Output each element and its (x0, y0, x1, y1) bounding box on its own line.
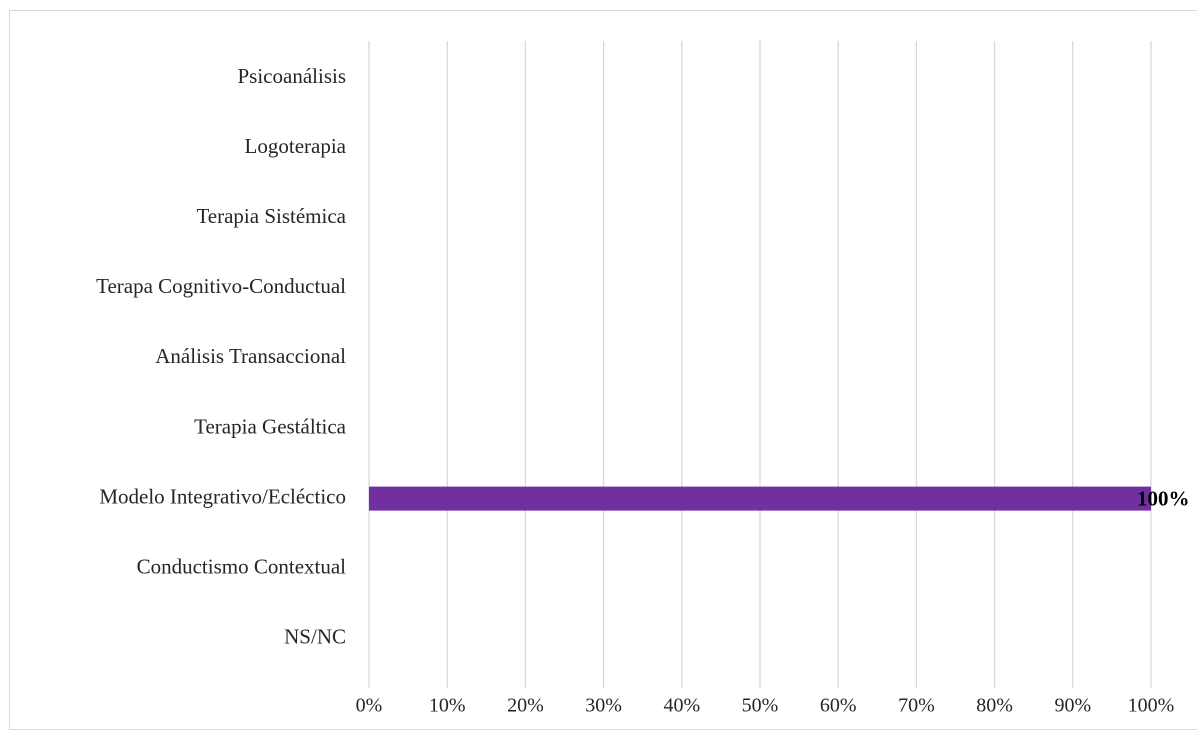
x-tick-label: 60% (820, 695, 857, 717)
category-label: Modelo Integrativo/Ecléctico (99, 484, 346, 508)
bars (369, 486, 1151, 511)
category-label: Logoterapia (245, 134, 347, 158)
x-tick-label: 20% (507, 695, 544, 717)
bar (369, 486, 1151, 511)
x-tick-label: 100% (1128, 695, 1175, 717)
category-label: Análisis Transaccional (155, 344, 346, 368)
x-tick-label: 90% (1054, 695, 1091, 717)
x-tick-label: 40% (663, 695, 700, 717)
data-labels: 100% (1137, 486, 1190, 510)
x-tick-label: 0% (356, 695, 383, 717)
category-label: Terapia Sistémica (196, 204, 346, 228)
data-label: 100% (1137, 486, 1190, 510)
category-label: NS/NC (284, 625, 346, 649)
gridlines (368, 41, 1152, 688)
x-tick-label: 80% (976, 695, 1013, 717)
x-tick-label: 70% (898, 695, 935, 717)
category-label: Terapia Gestáltica (194, 414, 347, 438)
category-label: Terapa Cognitivo-Conductual (96, 274, 346, 298)
x-tick-label: 30% (585, 695, 622, 717)
category-labels: Psicoanálisis Logoterapia Terapia Sistémic… (96, 64, 347, 649)
x-axis-tick-labels: 0% 10% 20% 30% 40% 50% 60% 70% 80% 90% 100% (356, 695, 1175, 717)
category-label: Psicoanálisis (238, 64, 347, 88)
x-tick-label: 50% (742, 695, 779, 717)
x-tick-label: 10% (429, 695, 466, 717)
category-label: Conductismo Contextual (137, 555, 347, 579)
